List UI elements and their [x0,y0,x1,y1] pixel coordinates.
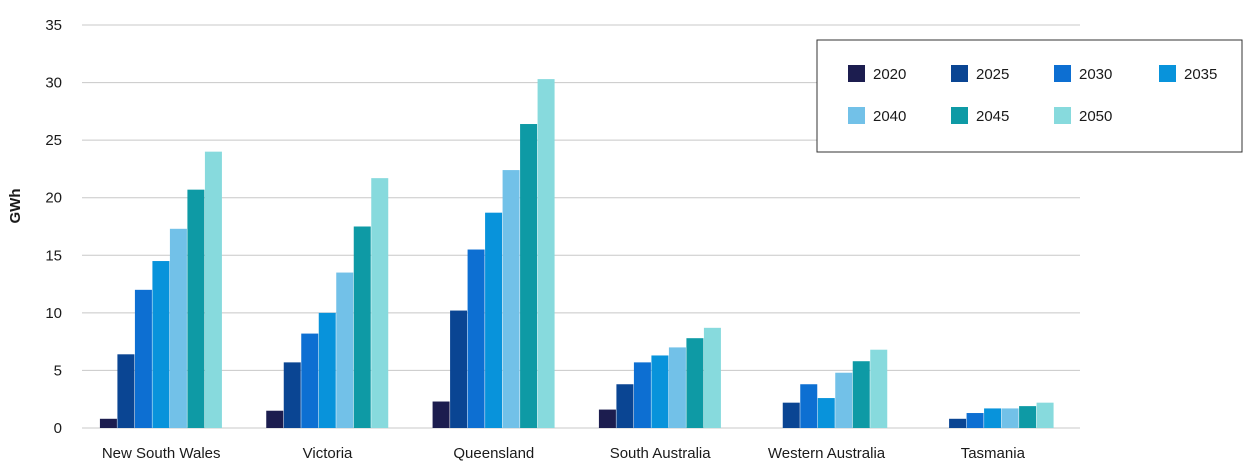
bar [301,333,319,428]
category-label: New South Wales [102,445,221,462]
bar [633,362,651,428]
legend-label: 2020 [873,66,906,83]
y-tick-label: 20 [45,190,62,207]
y-tick-label: 10 [45,305,62,322]
legend-label: 2030 [1079,66,1112,83]
bar [852,361,870,428]
legend-item: 2020 [848,65,906,83]
bar [835,372,853,428]
category-label: Western Australia [768,445,886,462]
y-tick-label: 30 [45,75,62,92]
bar [336,272,354,428]
legend-item: 2035 [1159,65,1217,83]
bar [1019,406,1037,428]
bar [616,384,634,428]
bar [703,327,721,428]
bar [984,408,1002,428]
bar [266,410,284,428]
legend-label: 2050 [1079,108,1112,125]
bar [537,79,555,429]
bar [782,402,800,428]
bar [169,228,187,428]
legend-swatch [848,65,865,82]
bars [99,79,1054,429]
gridlines [82,24,1080,429]
legend-item: 2050 [1054,107,1112,125]
bar [520,124,538,428]
category-label: Queensland [453,445,534,462]
bar [949,418,967,428]
bar [598,409,616,428]
y-tick-label: 5 [54,362,62,379]
bar [966,413,984,428]
bar [817,398,835,428]
category-label: Tasmania [961,445,1026,462]
bar [318,312,336,428]
y-axis-label: GWh [7,189,24,224]
legend-swatch [1054,107,1071,124]
bar [485,212,503,428]
legend-swatch [1054,65,1071,82]
legend-label: 2040 [873,108,906,125]
bar [1036,402,1054,428]
bar [1001,408,1019,428]
bar [432,401,450,428]
legend-label: 2035 [1184,66,1217,83]
y-tick-label: 15 [45,247,62,264]
legend: 2020 2025 2030 2035 2040 2045 2050 [816,39,1243,153]
y-tick-label: 35 [45,17,62,34]
legend-item: 2045 [951,107,1009,125]
bar [467,249,485,428]
bar [651,355,669,428]
x-axis-categories: New South Wales Victoria Queensland South A… [102,445,1026,462]
bar [117,354,135,428]
bar [204,151,222,428]
bar [353,226,371,428]
bar [152,261,170,428]
bar [668,347,686,428]
bar [800,384,818,428]
legend-item: 2040 [848,107,906,125]
category-label: South Australia [610,445,712,462]
legend-label: 2025 [976,66,1009,83]
legend-swatch [951,65,968,82]
y-tick-label: 0 [54,420,62,437]
bar [134,289,152,428]
legend-item: 2030 [1054,65,1112,83]
bar [99,418,117,428]
y-axis-ticks: 0 5 10 15 20 25 30 35 [45,17,62,437]
legend-swatch [1159,65,1176,82]
category-label: Victoria [303,445,353,462]
legend-label: 2045 [976,108,1009,125]
bar [450,310,468,428]
bar [502,170,520,428]
bar [686,338,704,428]
bar [187,189,205,428]
bar [283,362,301,428]
legend-item: 2025 [951,65,1009,83]
legend-swatch [951,107,968,124]
bar [870,349,888,428]
legend-swatch [848,107,865,124]
legend-box [816,39,1243,153]
y-tick-label: 25 [45,132,62,149]
bar [371,178,389,428]
